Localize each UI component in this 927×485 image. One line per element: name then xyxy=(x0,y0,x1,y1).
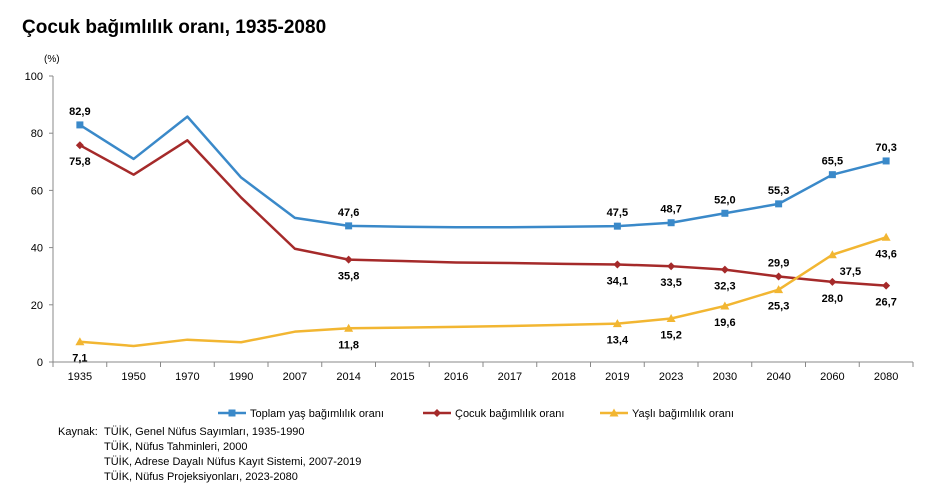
x-tick-label: 2080 xyxy=(874,371,898,383)
data-point-marker xyxy=(774,272,783,281)
data-point-marker xyxy=(667,262,676,271)
data-point-marker xyxy=(613,260,622,269)
x-tick-label: 1970 xyxy=(175,371,199,383)
source-heading: Kaynak: xyxy=(58,426,98,438)
data-point-marker xyxy=(881,232,891,241)
data-point-marker xyxy=(827,250,837,259)
data-label: 13,4 xyxy=(607,335,629,347)
x-tick-label: 2015 xyxy=(390,371,414,383)
data-label: 52,0 xyxy=(714,194,735,206)
data-label: 32,3 xyxy=(714,281,735,293)
x-tick-label: 2007 xyxy=(283,371,307,383)
data-label: 29,9 xyxy=(768,257,789,269)
x-tick-label: 1935 xyxy=(68,371,92,383)
x-tick-label: 2018 xyxy=(551,371,575,383)
data-label: 11,8 xyxy=(338,339,359,351)
source-lines: TÜİK, Genel Nüfus Sayımları, 1935-1990 T… xyxy=(104,425,361,485)
data-point-marker xyxy=(76,121,84,129)
y-tick-label: 60 xyxy=(31,185,43,197)
x-tick-label: 2040 xyxy=(766,371,790,383)
source-line: TÜİK, Nüfus Tahminleri, 2000 xyxy=(104,441,248,453)
data-label: 75,8 xyxy=(69,156,90,168)
source-line: TÜİK, Nüfus Projeksiyonları, 2023-2080 xyxy=(104,471,298,483)
legend-swatch-marker xyxy=(228,409,236,417)
chart-title: Çocuk bağımlılık oranı, 1935-2080 xyxy=(22,17,327,38)
series-line-1 xyxy=(79,115,887,229)
x-tick-label: 2017 xyxy=(498,371,522,383)
data-label: 15,2 xyxy=(660,330,681,342)
y-tick-label: 0 xyxy=(37,357,43,369)
data-label: 70,3 xyxy=(875,142,896,154)
data-point-marker xyxy=(75,337,85,346)
data-point-marker xyxy=(612,319,622,328)
series-line-2 xyxy=(79,139,887,287)
x-tick-label: 2016 xyxy=(444,371,468,383)
data-label: 47,5 xyxy=(607,207,628,219)
x-tick-label: 1990 xyxy=(229,371,253,383)
series-line-3 xyxy=(79,236,887,348)
data-point-marker xyxy=(666,314,676,323)
data-label: 25,3 xyxy=(768,301,789,313)
data-point-marker xyxy=(667,219,675,227)
x-tick-label: 2060 xyxy=(820,371,844,383)
x-tick-label: 1950 xyxy=(121,371,145,383)
y-tick-label: 40 xyxy=(31,243,43,255)
data-label: 82,9 xyxy=(69,106,90,118)
data-point-marker xyxy=(882,281,891,290)
data-point-marker xyxy=(720,265,729,274)
legend-swatch-marker xyxy=(433,409,441,417)
legend-label: Yaşlı bağımlılık oranı xyxy=(632,408,734,420)
data-label: 19,6 xyxy=(714,317,735,329)
data-point-marker xyxy=(775,200,783,208)
data-label: 28,0 xyxy=(822,293,843,305)
y-tick-label: 100 xyxy=(25,71,43,83)
data-label: 37,5 xyxy=(840,266,861,278)
data-label: 55,3 xyxy=(768,185,789,197)
data-label: 7,1 xyxy=(72,353,87,365)
x-tick-label: 2030 xyxy=(713,371,737,383)
legend-swatch-marker xyxy=(609,408,619,417)
legend-label: Toplam yaş bağımlılık oranı xyxy=(250,408,384,420)
data-label: 26,7 xyxy=(875,297,896,309)
data-point-marker xyxy=(828,277,837,286)
data-label: 34,1 xyxy=(607,275,628,287)
y-axis-unit: (%) xyxy=(44,54,60,65)
x-tick-label: 2023 xyxy=(659,371,683,383)
data-label: 48,7 xyxy=(660,204,681,216)
data-point-marker xyxy=(344,255,353,264)
data-point-marker xyxy=(344,323,354,332)
data-label: 43,6 xyxy=(875,248,896,260)
data-point-marker xyxy=(774,285,784,294)
y-tick-label: 80 xyxy=(31,128,43,140)
source-line: TÜİK, Adrese Dayalı Nüfus Kayıt Sistemi,… xyxy=(104,456,362,468)
data-point-marker xyxy=(721,209,729,217)
data-label: 47,6 xyxy=(338,207,359,219)
data-point-marker xyxy=(828,171,836,179)
data-point-marker xyxy=(345,222,353,230)
data-label: 33,5 xyxy=(660,277,681,289)
source-line: TÜİK, Genel Nüfus Sayımları, 1935-1990 xyxy=(104,426,305,438)
data-point-marker xyxy=(613,222,621,230)
data-label: 35,8 xyxy=(338,271,359,283)
y-tick-label: 20 xyxy=(31,300,43,312)
legend-label: Çocuk bağımlılık oranı xyxy=(455,408,564,420)
data-point-marker xyxy=(75,141,84,150)
data-point-marker xyxy=(882,157,890,165)
data-label: 65,5 xyxy=(822,156,843,168)
x-tick-label: 2014 xyxy=(336,371,360,383)
x-tick-label: 2019 xyxy=(605,371,629,383)
data-point-marker xyxy=(720,301,730,310)
